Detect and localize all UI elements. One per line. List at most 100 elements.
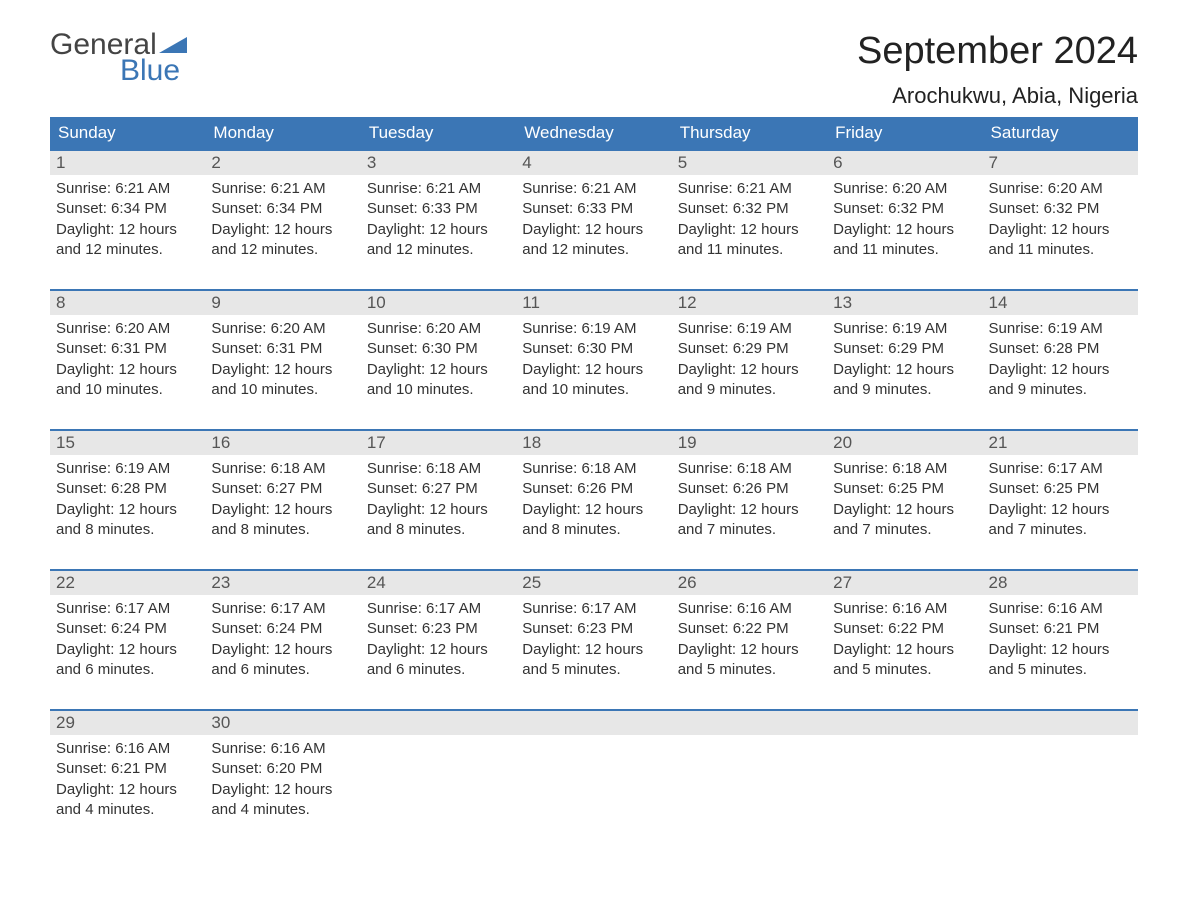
sunset-line: Sunset: 6:27 PM — [367, 479, 510, 499]
daylight-line: Daylight: 12 hours and 10 minutes. — [522, 360, 665, 401]
day-cell: 19Sunrise: 6:18 AMSunset: 6:26 PMDayligh… — [672, 431, 827, 551]
day-number: 22 — [50, 571, 205, 595]
week-row: 8Sunrise: 6:20 AMSunset: 6:31 PMDaylight… — [50, 289, 1138, 411]
day-body: Sunrise: 6:19 AMSunset: 6:30 PMDaylight:… — [516, 315, 671, 400]
sunset-line: Sunset: 6:24 PM — [56, 619, 199, 639]
sunset-line: Sunset: 6:29 PM — [833, 339, 976, 359]
week-row: 15Sunrise: 6:19 AMSunset: 6:28 PMDayligh… — [50, 429, 1138, 551]
day-number: 21 — [983, 431, 1138, 455]
day-number: 17 — [361, 431, 516, 455]
day-body: Sunrise: 6:19 AMSunset: 6:29 PMDaylight:… — [827, 315, 982, 400]
logo-flag-icon — [159, 35, 187, 55]
day-cell: 9Sunrise: 6:20 AMSunset: 6:31 PMDaylight… — [205, 291, 360, 411]
daylight-line: Daylight: 12 hours and 8 minutes. — [211, 500, 354, 541]
sunrise-line: Sunrise: 6:18 AM — [367, 459, 510, 479]
weekday-header: Thursday — [672, 117, 827, 149]
daylight-line: Daylight: 12 hours and 9 minutes. — [989, 360, 1132, 401]
sunrise-line: Sunrise: 6:19 AM — [522, 319, 665, 339]
weekday-header: Sunday — [50, 117, 205, 149]
day-cell: 10Sunrise: 6:20 AMSunset: 6:30 PMDayligh… — [361, 291, 516, 411]
day-body: Sunrise: 6:17 AMSunset: 6:24 PMDaylight:… — [205, 595, 360, 680]
sunrise-line: Sunrise: 6:16 AM — [56, 739, 199, 759]
week-row: 29Sunrise: 6:16 AMSunset: 6:21 PMDayligh… — [50, 709, 1138, 831]
sunrise-line: Sunrise: 6:20 AM — [989, 179, 1132, 199]
sunrise-line: Sunrise: 6:18 AM — [211, 459, 354, 479]
daylight-line: Daylight: 12 hours and 8 minutes. — [367, 500, 510, 541]
day-number: . — [983, 711, 1138, 735]
sunrise-line: Sunrise: 6:16 AM — [211, 739, 354, 759]
day-body: Sunrise: 6:18 AMSunset: 6:26 PMDaylight:… — [516, 455, 671, 540]
daylight-line: Daylight: 12 hours and 7 minutes. — [833, 500, 976, 541]
daylight-line: Daylight: 12 hours and 11 minutes. — [989, 220, 1132, 261]
sunset-line: Sunset: 6:28 PM — [989, 339, 1132, 359]
day-cell: 1Sunrise: 6:21 AMSunset: 6:34 PMDaylight… — [50, 151, 205, 271]
sunset-line: Sunset: 6:34 PM — [56, 199, 199, 219]
day-body: Sunrise: 6:21 AMSunset: 6:33 PMDaylight:… — [361, 175, 516, 260]
weekday-header: Tuesday — [361, 117, 516, 149]
daylight-line: Daylight: 12 hours and 10 minutes. — [211, 360, 354, 401]
sunrise-line: Sunrise: 6:18 AM — [678, 459, 821, 479]
weekday-header-row: Sunday Monday Tuesday Wednesday Thursday… — [50, 117, 1138, 149]
day-cell: 5Sunrise: 6:21 AMSunset: 6:32 PMDaylight… — [672, 151, 827, 271]
day-body: Sunrise: 6:18 AMSunset: 6:27 PMDaylight:… — [361, 455, 516, 540]
day-body: Sunrise: 6:16 AMSunset: 6:21 PMDaylight:… — [50, 735, 205, 820]
day-cell: 6Sunrise: 6:20 AMSunset: 6:32 PMDaylight… — [827, 151, 982, 271]
daylight-line: Daylight: 12 hours and 9 minutes. — [833, 360, 976, 401]
sunset-line: Sunset: 6:29 PM — [678, 339, 821, 359]
day-body: Sunrise: 6:19 AMSunset: 6:28 PMDaylight:… — [983, 315, 1138, 400]
day-cell: 21Sunrise: 6:17 AMSunset: 6:25 PMDayligh… — [983, 431, 1138, 551]
sunset-line: Sunset: 6:31 PM — [56, 339, 199, 359]
day-body: Sunrise: 6:20 AMSunset: 6:32 PMDaylight:… — [983, 175, 1138, 260]
day-cell: 13Sunrise: 6:19 AMSunset: 6:29 PMDayligh… — [827, 291, 982, 411]
daylight-line: Daylight: 12 hours and 5 minutes. — [522, 640, 665, 681]
location: Arochukwu, Abia, Nigeria — [857, 83, 1138, 109]
sunset-line: Sunset: 6:32 PM — [833, 199, 976, 219]
sunrise-line: Sunrise: 6:21 AM — [522, 179, 665, 199]
daylight-line: Daylight: 12 hours and 4 minutes. — [211, 780, 354, 821]
day-cell: 12Sunrise: 6:19 AMSunset: 6:29 PMDayligh… — [672, 291, 827, 411]
day-cell: 30Sunrise: 6:16 AMSunset: 6:20 PMDayligh… — [205, 711, 360, 831]
day-cell: 17Sunrise: 6:18 AMSunset: 6:27 PMDayligh… — [361, 431, 516, 551]
day-cell: 14Sunrise: 6:19 AMSunset: 6:28 PMDayligh… — [983, 291, 1138, 411]
day-cell: . — [672, 711, 827, 831]
day-body: Sunrise: 6:16 AMSunset: 6:22 PMDaylight:… — [672, 595, 827, 680]
day-body: Sunrise: 6:21 AMSunset: 6:33 PMDaylight:… — [516, 175, 671, 260]
sunrise-line: Sunrise: 6:16 AM — [678, 599, 821, 619]
day-cell: 25Sunrise: 6:17 AMSunset: 6:23 PMDayligh… — [516, 571, 671, 691]
day-number: 1 — [50, 151, 205, 175]
sunrise-line: Sunrise: 6:20 AM — [56, 319, 199, 339]
day-number: 20 — [827, 431, 982, 455]
sunset-line: Sunset: 6:23 PM — [367, 619, 510, 639]
day-number: 24 — [361, 571, 516, 595]
day-cell: 15Sunrise: 6:19 AMSunset: 6:28 PMDayligh… — [50, 431, 205, 551]
sunrise-line: Sunrise: 6:17 AM — [989, 459, 1132, 479]
sunset-line: Sunset: 6:26 PM — [678, 479, 821, 499]
sunset-line: Sunset: 6:25 PM — [989, 479, 1132, 499]
day-cell: 7Sunrise: 6:20 AMSunset: 6:32 PMDaylight… — [983, 151, 1138, 271]
sunset-line: Sunset: 6:21 PM — [989, 619, 1132, 639]
day-number: 2 — [205, 151, 360, 175]
sunset-line: Sunset: 6:22 PM — [678, 619, 821, 639]
sunset-line: Sunset: 6:27 PM — [211, 479, 354, 499]
sunrise-line: Sunrise: 6:20 AM — [367, 319, 510, 339]
day-number: 7 — [983, 151, 1138, 175]
sunset-line: Sunset: 6:33 PM — [522, 199, 665, 219]
week-row: 1 Sunrise: 6:21 AM Sunset: 6:34 PM Daylight… — [50, 149, 1138, 271]
daylight-line: Daylight: 12 hours and 7 minutes. — [678, 500, 821, 541]
day-cell: 20Sunrise: 6:18 AMSunset: 6:25 PMDayligh… — [827, 431, 982, 551]
day-number: 6 — [827, 151, 982, 175]
sunset-line: Sunset: 6:31 PM — [211, 339, 354, 359]
day-cell: 23Sunrise: 6:17 AMSunset: 6:24 PMDayligh… — [205, 571, 360, 691]
daylight-line: Daylight: 12 hours and 5 minutes. — [678, 640, 821, 681]
day-number: 11 — [516, 291, 671, 315]
day-number: 23 — [205, 571, 360, 595]
day-body: Sunrise: 6:17 AMSunset: 6:23 PMDaylight:… — [361, 595, 516, 680]
daylight-line: Daylight: 12 hours and 9 minutes. — [678, 360, 821, 401]
day-body: Sunrise: 6:19 AMSunset: 6:29 PMDaylight:… — [672, 315, 827, 400]
logo: General Blue — [50, 30, 187, 86]
sunrise-line: Sunrise: 6:19 AM — [989, 319, 1132, 339]
sunset-line: Sunset: 6:32 PM — [678, 199, 821, 219]
day-cell: . — [516, 711, 671, 831]
day-number: 12 — [672, 291, 827, 315]
weekday-header: Monday — [205, 117, 360, 149]
